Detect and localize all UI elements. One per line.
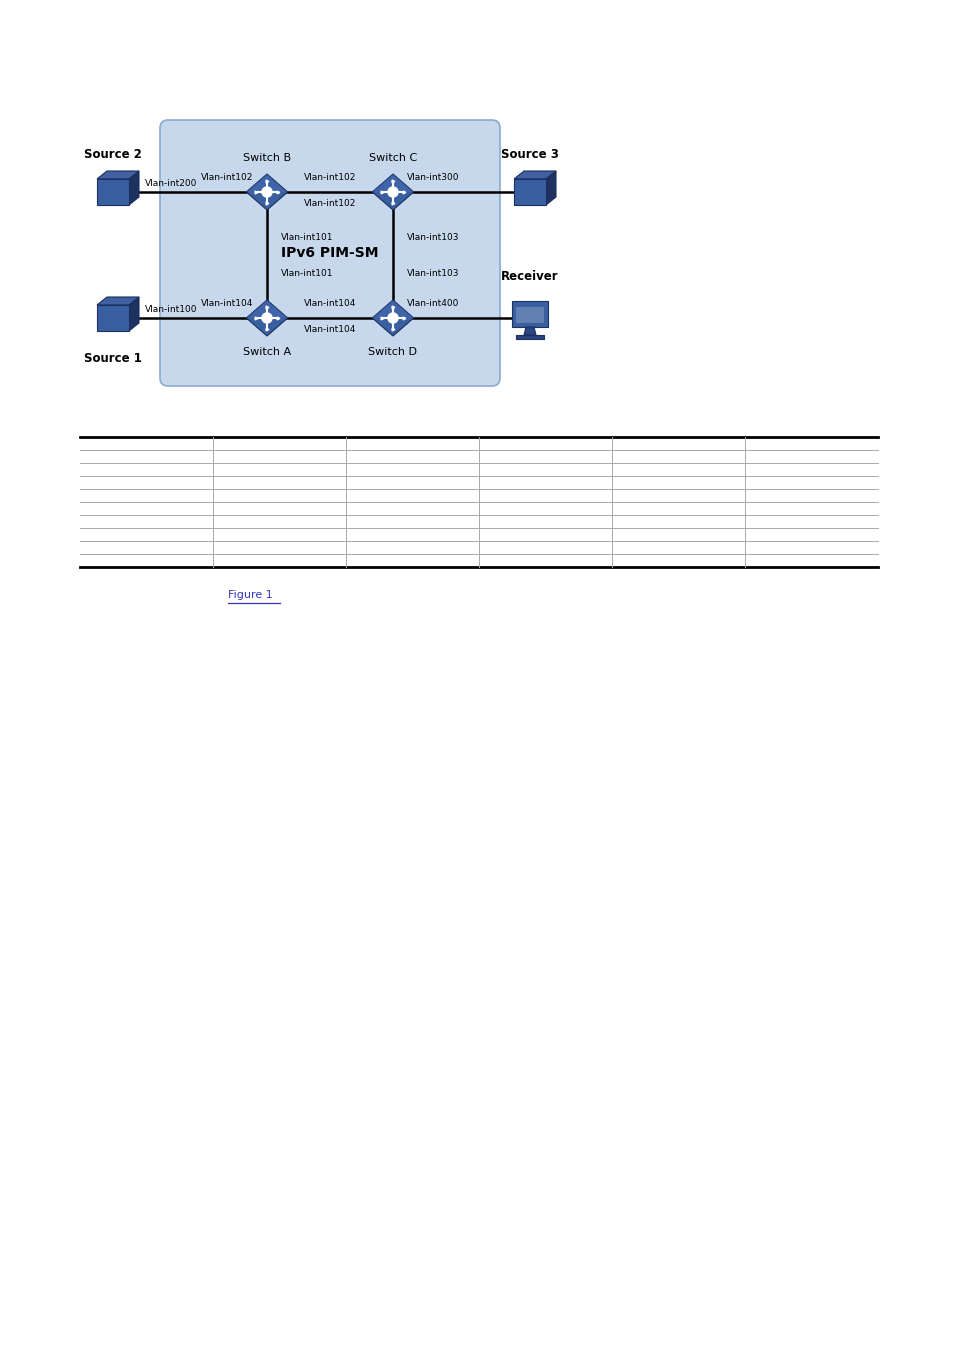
Circle shape bbox=[262, 313, 272, 323]
Polygon shape bbox=[129, 171, 139, 205]
Text: Switch A: Switch A bbox=[243, 347, 291, 356]
Text: Vlan-int100: Vlan-int100 bbox=[145, 305, 197, 313]
Polygon shape bbox=[523, 327, 536, 335]
Text: Vlan-int200: Vlan-int200 bbox=[145, 178, 197, 188]
Text: Vlan-int400: Vlan-int400 bbox=[407, 300, 459, 309]
Text: Source 1: Source 1 bbox=[84, 351, 142, 364]
Polygon shape bbox=[246, 300, 288, 336]
Text: Vlan-int104: Vlan-int104 bbox=[303, 300, 355, 309]
Circle shape bbox=[262, 186, 272, 197]
Text: Vlan-int102: Vlan-int102 bbox=[303, 174, 355, 182]
Text: Source 3: Source 3 bbox=[500, 147, 558, 161]
Text: Vlan-int101: Vlan-int101 bbox=[281, 269, 334, 278]
FancyBboxPatch shape bbox=[512, 301, 547, 327]
Text: Vlan-int300: Vlan-int300 bbox=[407, 174, 459, 182]
Polygon shape bbox=[246, 300, 288, 319]
FancyBboxPatch shape bbox=[514, 180, 545, 205]
Polygon shape bbox=[97, 297, 139, 305]
Text: IPv6 PIM-SM: IPv6 PIM-SM bbox=[281, 246, 378, 261]
Text: Vlan-int104: Vlan-int104 bbox=[200, 300, 253, 309]
Text: Vlan-int102: Vlan-int102 bbox=[303, 198, 355, 208]
Polygon shape bbox=[372, 300, 414, 319]
FancyBboxPatch shape bbox=[160, 120, 499, 386]
Polygon shape bbox=[514, 171, 556, 180]
FancyBboxPatch shape bbox=[97, 305, 129, 331]
Text: Figure 1: Figure 1 bbox=[228, 590, 273, 599]
Polygon shape bbox=[545, 171, 556, 205]
Text: Vlan-int102: Vlan-int102 bbox=[200, 174, 253, 182]
Polygon shape bbox=[372, 300, 414, 336]
Polygon shape bbox=[372, 174, 414, 211]
Polygon shape bbox=[246, 174, 288, 211]
Text: Switch B: Switch B bbox=[243, 153, 291, 163]
Circle shape bbox=[388, 313, 397, 323]
Text: Vlan-int103: Vlan-int103 bbox=[407, 269, 459, 278]
FancyBboxPatch shape bbox=[516, 335, 543, 339]
FancyBboxPatch shape bbox=[97, 180, 129, 205]
Text: Vlan-int103: Vlan-int103 bbox=[407, 232, 459, 242]
FancyBboxPatch shape bbox=[516, 306, 543, 323]
Text: Vlan-int101: Vlan-int101 bbox=[281, 232, 334, 242]
Polygon shape bbox=[372, 174, 414, 192]
Polygon shape bbox=[246, 174, 288, 192]
Polygon shape bbox=[97, 171, 139, 180]
Circle shape bbox=[388, 186, 397, 197]
Text: Switch D: Switch D bbox=[368, 347, 417, 356]
Polygon shape bbox=[129, 297, 139, 331]
Text: Switch C: Switch C bbox=[369, 153, 416, 163]
Text: Source 2: Source 2 bbox=[84, 147, 142, 161]
Text: Vlan-int104: Vlan-int104 bbox=[303, 324, 355, 333]
Text: Receiver: Receiver bbox=[500, 270, 558, 282]
